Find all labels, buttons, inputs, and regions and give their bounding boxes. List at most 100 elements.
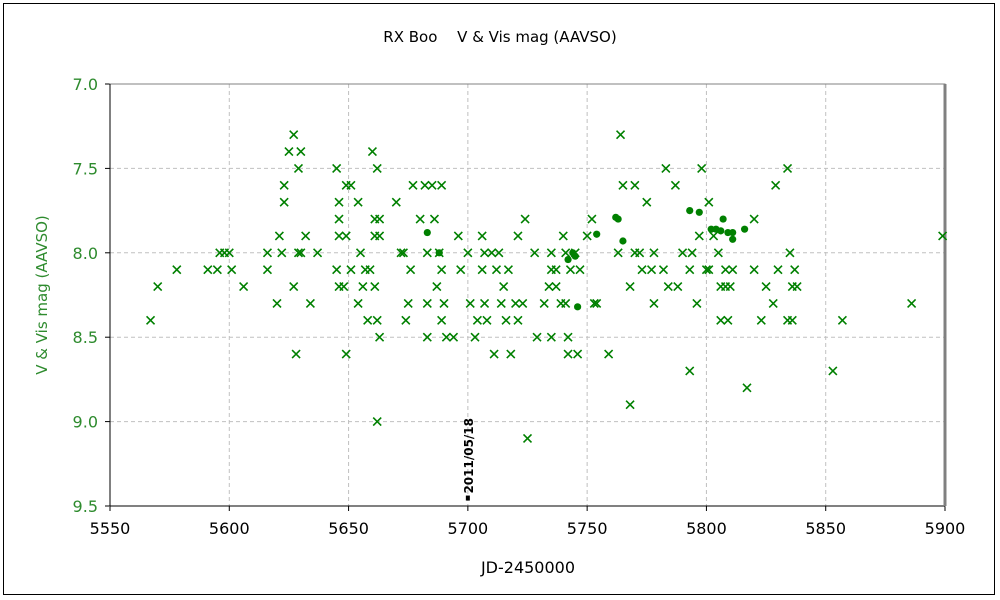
cross-point [713, 248, 723, 258]
cross-point [274, 231, 284, 241]
cross-point [756, 315, 766, 325]
cross-point [172, 265, 182, 275]
cross-point [262, 248, 273, 258]
cross-point [573, 349, 583, 359]
cross-point [649, 248, 659, 258]
cross-point [694, 231, 704, 241]
cross-point [491, 265, 502, 275]
cross-point [613, 248, 623, 258]
cross-point [291, 349, 301, 359]
cross-point [145, 315, 156, 325]
cross-point [837, 315, 847, 325]
cross-point [522, 433, 533, 444]
cross-point [618, 180, 628, 190]
cross-point [401, 315, 411, 325]
cross-point [625, 281, 635, 292]
cross-point [551, 281, 561, 292]
cross-point [305, 298, 315, 309]
dot-point [564, 255, 572, 264]
cross-point [332, 163, 342, 173]
cross-point [279, 180, 289, 190]
cross-point [563, 332, 573, 342]
cross-point [938, 231, 948, 241]
cross-point [575, 265, 585, 275]
cross-point [661, 163, 671, 173]
cross-point [561, 248, 571, 258]
cross-point [334, 231, 344, 241]
y-tick-label: 9.0 [73, 413, 98, 432]
cross-point [697, 163, 707, 173]
dot-point [423, 228, 431, 237]
cross-point [725, 281, 735, 292]
cross-point [625, 400, 635, 410]
cross-point [544, 281, 554, 292]
cross-point [391, 197, 401, 207]
cross-point [685, 265, 695, 275]
cross-point [358, 281, 368, 292]
cross-point [692, 298, 702, 309]
dot-point [729, 228, 737, 237]
dot-point [729, 235, 737, 243]
cross-point [346, 180, 356, 190]
cross-point [635, 248, 645, 258]
x-tick-label: 5600 [209, 519, 250, 538]
cross-point [153, 281, 163, 292]
cross-point [592, 298, 602, 309]
cross-point [520, 214, 530, 224]
cross-point [372, 315, 382, 325]
dot-point [435, 249, 443, 257]
cross-point [396, 248, 406, 258]
y-tick-label: 8.0 [73, 244, 98, 263]
cross-point [262, 265, 273, 275]
x-tick-label: 5550 [90, 519, 131, 538]
cross-point [301, 231, 311, 241]
cross-point [477, 265, 487, 275]
cross-point [532, 332, 542, 342]
dot-point [717, 227, 725, 235]
cross-point [637, 265, 647, 275]
cross-point [506, 349, 516, 359]
cross-point [346, 265, 356, 275]
y-tick-label: 7.5 [73, 159, 98, 178]
x-tick-label: 5650 [328, 519, 369, 538]
cross-point [353, 298, 363, 309]
cross-point [334, 197, 344, 207]
cross-point [437, 315, 447, 325]
cross-point [363, 315, 373, 325]
cross-point [422, 332, 432, 342]
cross-point [272, 298, 282, 309]
cross-point [828, 366, 838, 376]
cross-point [728, 265, 738, 275]
cross-point [771, 180, 781, 190]
cross-point [704, 197, 714, 207]
cross-point [792, 281, 802, 292]
cross-point [615, 130, 626, 140]
cross-point [472, 315, 482, 325]
cross-point [482, 315, 492, 325]
cross-point [296, 248, 306, 258]
cross-point [427, 180, 437, 190]
cross-point [332, 265, 342, 275]
chart-frame [3, 3, 995, 595]
x-tick-label: 5700 [447, 519, 488, 538]
cross-point [375, 332, 385, 342]
x-tick-label: 5900 [925, 519, 966, 538]
cross-point [907, 298, 917, 309]
dot-point [695, 208, 703, 216]
cross-point [487, 248, 497, 258]
cross-point [355, 248, 366, 258]
cross-point [422, 298, 432, 309]
dot-point [574, 303, 582, 311]
cross-point [663, 281, 673, 292]
cross-point [589, 298, 599, 309]
cross-point [437, 265, 447, 275]
cross-point [353, 197, 363, 207]
y-axis-label: V & Vis mag (AAVSO) [33, 215, 51, 375]
cross-point [518, 298, 528, 309]
cross-point [709, 231, 719, 241]
plot-area-border [109, 83, 946, 507]
cross-point [558, 231, 568, 241]
cross-point [432, 281, 442, 292]
y-tick-label: 8.5 [73, 328, 98, 347]
